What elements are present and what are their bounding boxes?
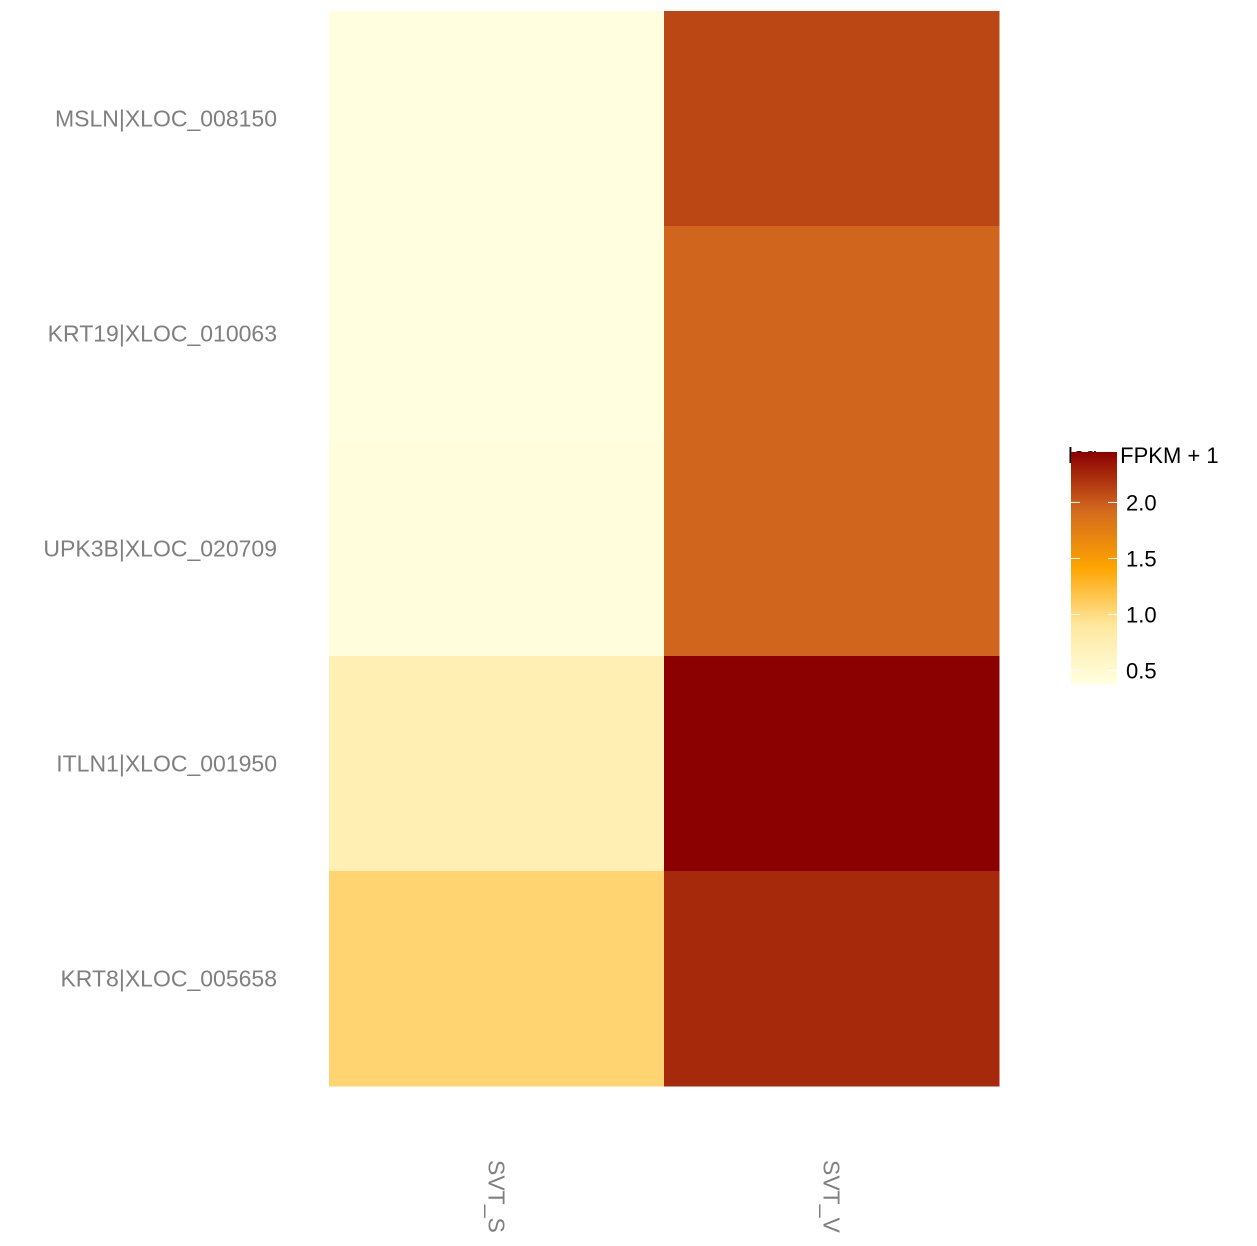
heatmap-cell <box>664 441 1000 657</box>
legend-ticks: 0.5 1.0 1.5 2.0 <box>1071 490 1157 684</box>
row-labels: MSLN|XLOC_008150 KRT19|XLOC_010063 UPK3B|X… <box>43 106 277 992</box>
heatmap-cell <box>329 441 665 657</box>
heatmap-cell <box>664 226 1000 442</box>
row-label: KRT19|XLOC_010063 <box>48 321 277 347</box>
heatmap-cell <box>329 226 665 442</box>
row-label: KRT8|XLOC_005658 <box>60 966 277 992</box>
legend-tick-label: 0.5 <box>1126 659 1157 684</box>
row-label: ITLN1|XLOC_001950 <box>56 751 277 777</box>
color-legend: log10 FPKM + 1 0.51.01.52.0 <box>1068 443 1219 684</box>
legend-color-bar <box>1071 452 1117 684</box>
legend-tick-label: 2.0 <box>1126 490 1157 515</box>
column-label: SVT_V <box>819 1160 845 1234</box>
heatmap-cell <box>329 871 665 1087</box>
legend-tick-label: 1.0 <box>1126 603 1157 628</box>
column-label: SVT_S <box>484 1160 510 1233</box>
heatmap-cells <box>329 11 1000 1087</box>
heatmap-cell <box>329 656 665 872</box>
row-label: MSLN|XLOC_008150 <box>55 106 277 132</box>
column-labels: SVT_S SVT_V <box>484 1160 845 1234</box>
row-label: UPK3B|XLOC_020709 <box>43 536 277 562</box>
heatmap-cell <box>664 871 1000 1087</box>
heatmap-cell <box>664 11 1000 227</box>
legend-tick-label: 1.5 <box>1126 546 1157 571</box>
heatmap-cell <box>664 656 1000 872</box>
legend-title-rest: FPKM + 1 <box>1114 443 1219 468</box>
heatmap-cell <box>329 11 665 227</box>
